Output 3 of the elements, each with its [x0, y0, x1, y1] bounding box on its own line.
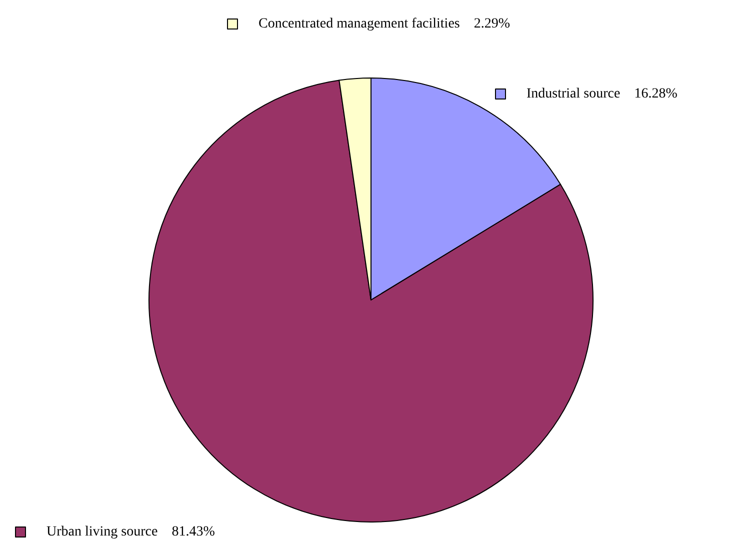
legend-label: Industrial source 16.28%	[526, 86, 678, 102]
legend-label: Concentrated management facilities 2.29%	[258, 16, 510, 32]
legend-label: Urban living source 81.43%	[46, 524, 216, 540]
